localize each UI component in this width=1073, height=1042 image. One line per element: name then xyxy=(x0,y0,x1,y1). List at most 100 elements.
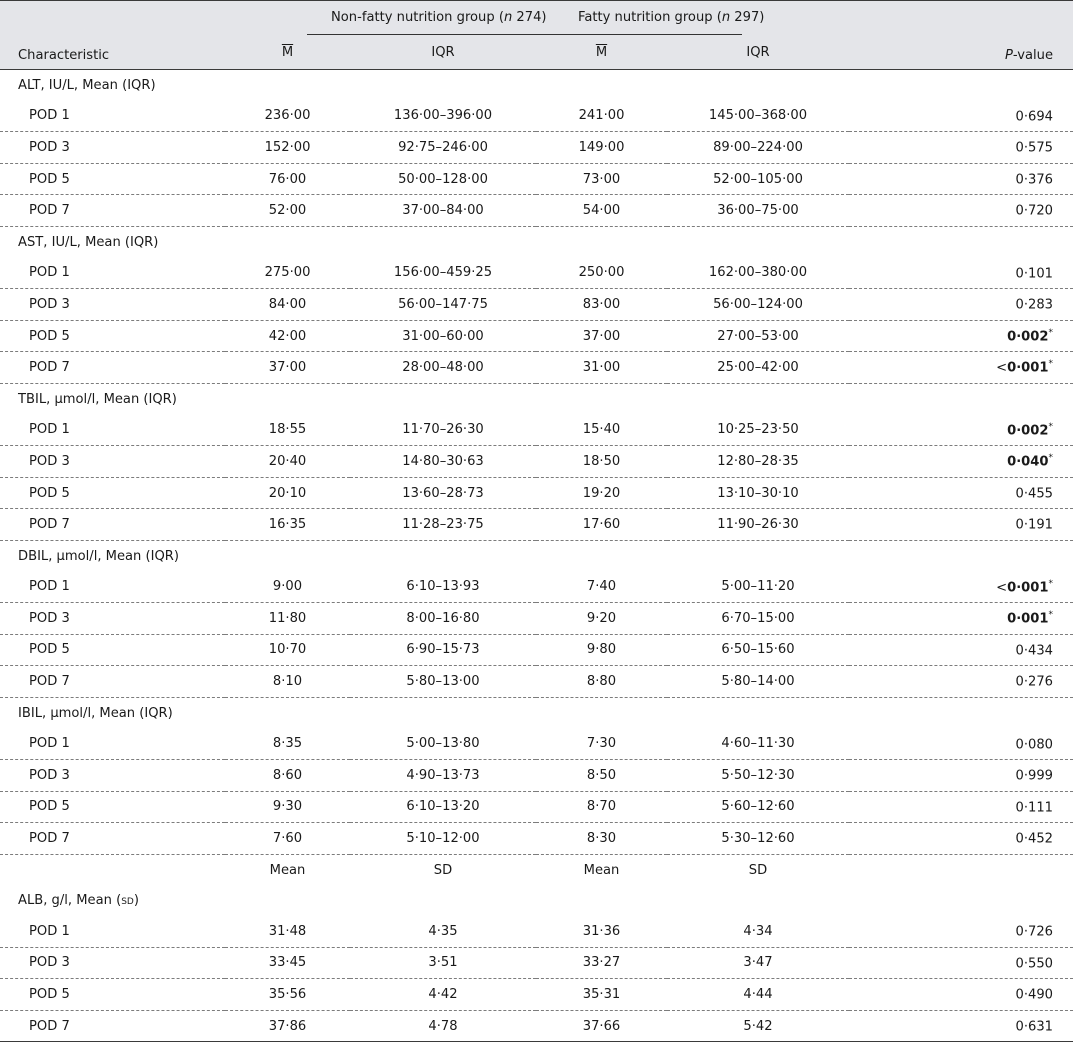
row-label: POD 5 xyxy=(0,978,225,1011)
section-label: IBIL, µmol/l, Mean (IQR) xyxy=(18,705,173,721)
p-value: 0·283 xyxy=(849,288,1073,321)
group2-spread: 3·47 xyxy=(667,947,849,980)
group1-value: 8·10 xyxy=(225,665,350,698)
p-number: 0·452 xyxy=(1015,831,1054,847)
p-number: 0·001 xyxy=(1007,579,1049,595)
p-value: <0·001* xyxy=(849,571,1073,604)
row-label: POD 1 xyxy=(0,728,225,761)
group1-spread: 4·35 xyxy=(350,916,536,948)
p-number: 0·001 xyxy=(1007,360,1049,376)
row-label: POD 3 xyxy=(0,131,225,164)
group2-value: 35·31 xyxy=(536,978,667,1011)
group1-value: 35·56 xyxy=(225,978,350,1011)
group1-header: Non-fatty nutrition group (n 274) xyxy=(225,0,547,35)
p-value: 0·726 xyxy=(849,916,1073,948)
p-number: 0·550 xyxy=(1015,956,1054,972)
group2-header: Fatty nutrition group (n 297) xyxy=(534,0,764,35)
p-value: 0·999 xyxy=(849,759,1073,792)
group2-spread: 145·00–368·00 xyxy=(667,100,849,133)
p-less-than: < xyxy=(996,360,1008,376)
group1-spread: 5·80–13·00 xyxy=(350,665,536,698)
p-value: 0·452 xyxy=(849,822,1073,855)
group2-value: 19·20 xyxy=(536,477,667,510)
group1-value: 9·00 xyxy=(225,571,350,604)
p-number: 0·575 xyxy=(1015,140,1054,156)
group1-spread: 50·00–128·00 xyxy=(350,163,536,196)
group2-value: 31·00 xyxy=(536,351,667,384)
group1-spread: 4·90–13·73 xyxy=(350,759,536,792)
group1-spread: 6·10–13·20 xyxy=(350,791,536,824)
table-row: POD 5 35·56 4·42 35·31 4·44 0·490 xyxy=(0,978,1073,1011)
row-label: POD 1 xyxy=(0,571,225,604)
group1-spread: 6·10–13·93 xyxy=(350,571,536,604)
section-label: ALT, IU/L, Mean (IQR) xyxy=(18,77,156,93)
significance-mark: * xyxy=(1048,610,1054,621)
characteristic-header: Characteristic xyxy=(0,35,225,70)
p-value: 0·002* xyxy=(849,414,1073,447)
group2-spread: 162·00–380·00 xyxy=(667,257,849,290)
group2-spread: 4·44 xyxy=(667,978,849,1011)
table-row: POD 1 18·55 11·70–26·30 15·40 10·25–23·50 0·0… xyxy=(0,414,1073,447)
row-label: POD 5 xyxy=(0,163,225,196)
table-row: POD 3 11·80 8·00–16·80 9·20 6·70–15·00 0·001* xyxy=(0,602,1073,635)
group2-spread: 12·80–28·35 xyxy=(667,445,849,478)
group1-sd-header: SD xyxy=(433,862,453,878)
p-value: 0·490 xyxy=(849,978,1073,1011)
group2-spread: 56·00–124·00 xyxy=(667,288,849,321)
significance-mark: * xyxy=(1048,453,1054,464)
group1-value: 152·00 xyxy=(225,131,350,164)
p-value: 0·455 xyxy=(849,477,1073,510)
group2-spread: 13·10–30·10 xyxy=(667,477,849,510)
row-label: POD 7 xyxy=(0,351,225,384)
group1-spread: 6·90–15·73 xyxy=(350,634,536,667)
group2-spread: 5·30–12·60 xyxy=(667,822,849,855)
p-number: 0·720 xyxy=(1015,203,1054,219)
group2-value: 31·36 xyxy=(536,916,667,948)
table-row: POD 7 37·86 4·78 37·66 5·42 0·631 xyxy=(0,1010,1073,1042)
section-heading: ALT, IU/L, Mean (IQR) xyxy=(0,70,1073,101)
group1-spread: 13·60–28·73 xyxy=(350,477,536,510)
section-label: ALB, g/l, Mean (sd) xyxy=(18,893,139,909)
p-value: 0·694 xyxy=(849,100,1073,133)
row-label: POD 5 xyxy=(0,320,225,353)
p-value: 0·040* xyxy=(849,445,1073,478)
group1-value: 18·55 xyxy=(225,414,350,447)
p-number: 0·080 xyxy=(1015,736,1054,752)
group1-spread: 136·00–396·00 xyxy=(350,100,536,133)
table-row: POD 5 10·70 6·90–15·73 9·80 6·50–15·60 0·434 xyxy=(0,634,1073,667)
group2-value: 7·40 xyxy=(536,571,667,604)
group2-mean-header: Mean xyxy=(583,862,620,878)
p-value: 0·575 xyxy=(849,131,1073,164)
mean-sd-subheader: Mean SD Mean SD xyxy=(0,854,1073,885)
section-heading: TBIL, µmol/l, Mean (IQR) xyxy=(0,383,1073,414)
group1-spread: 14·80–30·63 xyxy=(350,445,536,478)
group2-value: 18·50 xyxy=(536,445,667,478)
significance-mark: * xyxy=(1048,578,1054,589)
table-row: POD 7 52·00 37·00–84·00 54·00 36·00–75·00 0·7… xyxy=(0,194,1073,227)
table-row: POD 7 16·35 11·28–23·75 17·60 11·90–26·30 0·1… xyxy=(0,508,1073,541)
p-number: 0·376 xyxy=(1015,172,1054,188)
section-heading: ALB, g/l, Mean (sd) xyxy=(0,885,1073,916)
group1-spread: 5·10–12·00 xyxy=(350,822,536,855)
table-row: POD 3 33·45 3·51 33·27 3·47 0·550 xyxy=(0,947,1073,980)
group1-spread: 5·00–13·80 xyxy=(350,728,536,761)
group2-spread: 6·50–15·60 xyxy=(667,634,849,667)
pvalue-header: P-value xyxy=(849,35,1073,70)
p-number: 0·283 xyxy=(1015,297,1054,313)
p-number: 0·276 xyxy=(1015,674,1054,690)
table-row: POD 3 152·00 92·75–246·00 149·00 89·00–224·0… xyxy=(0,131,1073,164)
group1-spread: 8·00–16·80 xyxy=(350,602,536,635)
table-row: POD 1 236·00 136·00–396·00 241·00 145·00–368… xyxy=(0,100,1073,133)
table-row: POD 1 275·00 156·00–459·25 250·00 162·00–380… xyxy=(0,257,1073,290)
group1-spread: 92·75–246·00 xyxy=(350,131,536,164)
group1-value: 7·60 xyxy=(225,822,350,855)
row-label: POD 5 xyxy=(0,477,225,510)
table-row: POD 7 8·10 5·80–13·00 8·80 5·80–14·00 0·276 xyxy=(0,665,1073,698)
group2-spread: 5·80–14·00 xyxy=(667,665,849,698)
p-number: 0·111 xyxy=(1015,800,1054,816)
group2-value: 8·80 xyxy=(536,665,667,698)
group2-rule xyxy=(534,34,667,35)
group1-value: 37·00 xyxy=(225,351,350,384)
group1-value: 8·60 xyxy=(225,759,350,792)
group1-spread: 28·00–48·00 xyxy=(350,351,536,384)
